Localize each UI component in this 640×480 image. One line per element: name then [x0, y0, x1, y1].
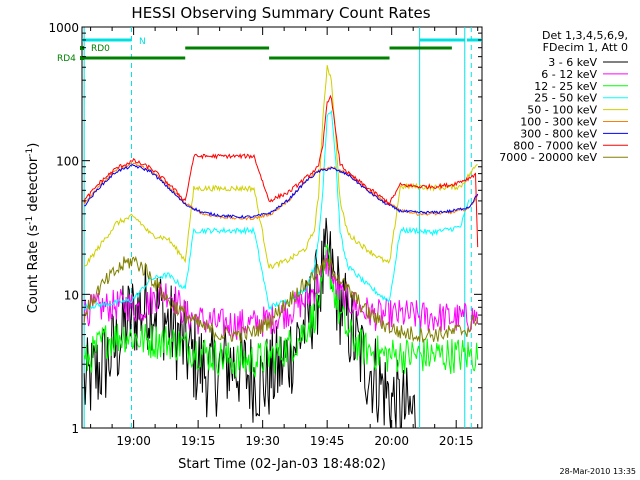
flag-label-n: N: [139, 37, 146, 47]
series-line-1: [83, 250, 479, 340]
timestamp: 28-Mar-2010 13:35: [560, 467, 637, 476]
y-tick-label: 1000: [48, 21, 79, 35]
y-tick-label: 10: [64, 288, 79, 302]
legend-label: 12 - 25 keV: [534, 80, 597, 93]
legend-header-line2: FDecim 1, Att 0: [543, 41, 628, 54]
legend-label: 7000 - 20000 keV: [499, 151, 597, 164]
plot-frame: [81, 26, 483, 429]
legend-label: 3 - 6 keV: [548, 56, 597, 69]
legend-label: 6 - 12 keV: [541, 68, 597, 81]
x-axis: 19:00 19:15 19:30 19:45 20:00 20:15: [90, 27, 479, 448]
x-tick-label: 19:15: [181, 434, 216, 448]
x-tick-label: 20:15: [439, 434, 474, 448]
series-line-6: [84, 164, 479, 219]
legend-header-line1: Det 1,3,4,5,6,9,: [542, 29, 628, 42]
flag-label-rd0: RD0: [91, 44, 110, 54]
series-line-7: [83, 94, 479, 248]
legend: Det 1,3,4,5,6,9, FDecim 1, Att 0 3 - 6 k…: [499, 29, 628, 164]
y-axis-label: Count Rate (s-1 detector-1): [25, 143, 41, 314]
series-line-5: [83, 162, 479, 221]
series-line-4: [83, 65, 478, 270]
series-lines: [83, 65, 479, 429]
y-tick-label: 100: [56, 155, 79, 169]
x-tick-label: 19:00: [116, 434, 151, 448]
chart-title: HESSI Observing Summary Count Rates: [131, 4, 430, 22]
x-tick-label: 19:30: [245, 434, 280, 448]
x-axis-label: Start Time (02-Jan-03 18:48:02): [178, 457, 386, 472]
legend-label: 100 - 300 keV: [520, 116, 597, 129]
legend-label: 25 - 50 keV: [534, 92, 597, 105]
series-line-8: [83, 255, 479, 343]
series-line-2: [83, 243, 479, 378]
plot-area: [81, 26, 483, 429]
flag-marker-rd4: [80, 56, 84, 60]
legend-label: 800 - 7000 keV: [513, 139, 597, 152]
flag-label-rd4: RD4: [57, 54, 76, 64]
legend-label: 50 - 100 keV: [527, 104, 597, 117]
vertical-markers: [83, 27, 472, 428]
x-tick-label: 20:00: [374, 434, 409, 448]
series-line-0: [83, 217, 418, 429]
y-axis: 1 10 100 1000: [48, 21, 482, 436]
y-tick-label: 1: [71, 422, 79, 436]
legend-label: 300 - 800 keV: [520, 127, 597, 140]
x-tick-label: 19:45: [310, 434, 345, 448]
series-line-3: [83, 109, 470, 311]
